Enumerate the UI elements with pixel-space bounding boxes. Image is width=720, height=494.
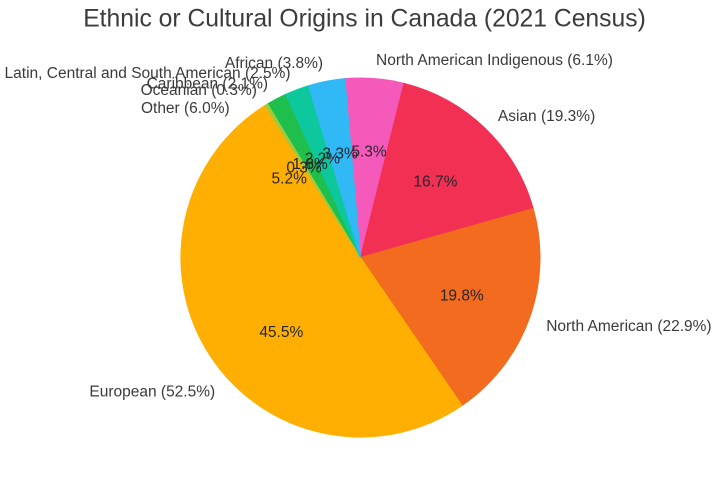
svg-text:Oceanian (0.3%): Oceanian (0.3%) <box>141 82 257 99</box>
svg-text:North American Indigenous (6.1: North American Indigenous (6.1%) <box>376 52 613 69</box>
svg-text:16.7%: 16.7% <box>413 174 457 191</box>
svg-text:North American (22.9%): North American (22.9%) <box>546 318 711 335</box>
svg-text:European (52.5%): European (52.5%) <box>89 384 215 401</box>
svg-text:2.2%: 2.2% <box>305 150 341 167</box>
svg-text:Caribbean (2.1%): Caribbean (2.1%) <box>147 75 268 92</box>
svg-text:3.3%: 3.3% <box>322 145 358 162</box>
svg-text:5.3%: 5.3% <box>351 144 387 161</box>
svg-text:19.8%: 19.8% <box>440 288 484 305</box>
svg-text:1.8%: 1.8% <box>292 156 328 173</box>
svg-text:Latin, Central and South Ameri: Latin, Central and South American (2.5%) <box>5 65 291 82</box>
svg-text:Asian (19.3%): Asian (19.3%) <box>498 108 595 125</box>
svg-text:0.3%: 0.3% <box>286 159 322 176</box>
svg-text:45.5%: 45.5% <box>259 324 303 341</box>
svg-text:Ethnic or Cultural Origins in: Ethnic or Cultural Origins in Canada (20… <box>83 6 646 33</box>
svg-text:5.2%: 5.2% <box>272 170 308 187</box>
svg-text:Other (6.0%): Other (6.0%) <box>141 100 230 117</box>
svg-text:African (3.8%): African (3.8%) <box>225 55 323 72</box>
